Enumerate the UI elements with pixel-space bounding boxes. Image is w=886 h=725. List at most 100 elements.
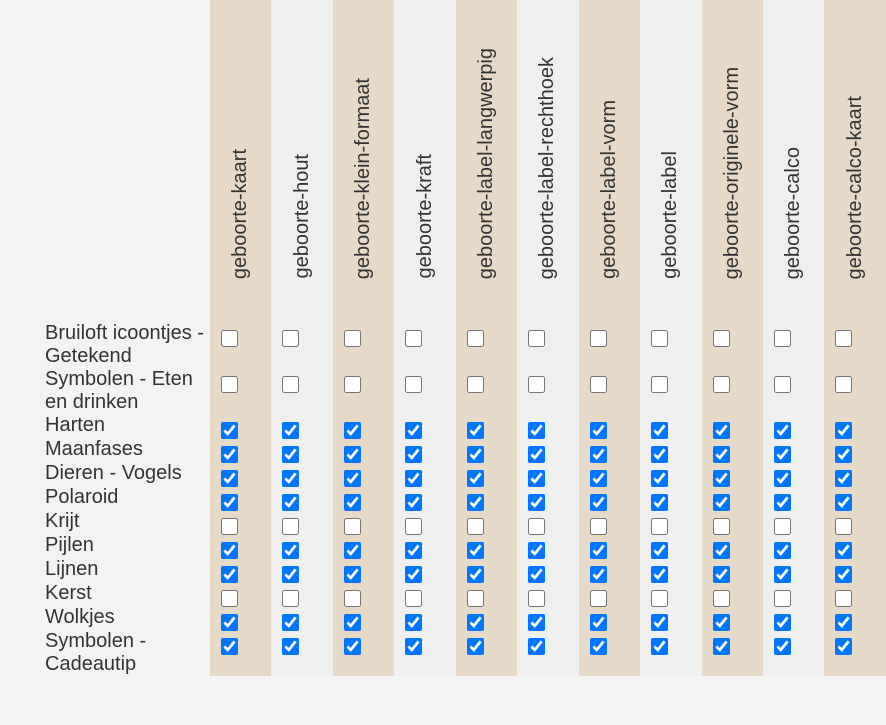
checkbox[interactable] bbox=[405, 446, 423, 463]
checkbox[interactable] bbox=[343, 446, 361, 463]
checkbox[interactable] bbox=[835, 566, 853, 583]
checkbox[interactable] bbox=[466, 494, 484, 511]
checkbox[interactable] bbox=[405, 518, 423, 535]
checkbox[interactable] bbox=[221, 494, 239, 511]
checkbox[interactable] bbox=[835, 446, 853, 463]
checkbox[interactable] bbox=[712, 542, 730, 559]
checkbox[interactable] bbox=[589, 494, 607, 511]
checkbox[interactable] bbox=[528, 446, 546, 463]
checkbox[interactable] bbox=[282, 614, 300, 631]
checkbox[interactable] bbox=[651, 422, 669, 439]
checkbox[interactable] bbox=[221, 422, 239, 439]
checkbox[interactable] bbox=[405, 566, 423, 583]
checkbox[interactable] bbox=[528, 470, 546, 487]
checkbox[interactable] bbox=[589, 566, 607, 583]
checkbox[interactable] bbox=[343, 518, 361, 535]
checkbox[interactable] bbox=[773, 614, 791, 631]
checkbox[interactable] bbox=[221, 542, 239, 559]
checkbox[interactable] bbox=[405, 542, 423, 559]
checkbox[interactable] bbox=[528, 566, 546, 583]
checkbox[interactable] bbox=[712, 590, 730, 607]
checkbox[interactable] bbox=[835, 542, 853, 559]
checkbox[interactable] bbox=[712, 470, 730, 487]
checkbox[interactable] bbox=[651, 494, 669, 511]
checkbox[interactable] bbox=[343, 494, 361, 511]
checkbox[interactable] bbox=[282, 446, 300, 463]
checkbox[interactable] bbox=[466, 614, 484, 631]
checkbox[interactable] bbox=[773, 566, 791, 583]
checkbox[interactable] bbox=[651, 614, 669, 631]
checkbox[interactable] bbox=[221, 376, 239, 393]
checkbox[interactable] bbox=[773, 494, 791, 511]
checkbox[interactable] bbox=[712, 446, 730, 463]
checkbox[interactable] bbox=[282, 376, 300, 393]
checkbox[interactable] bbox=[773, 446, 791, 463]
checkbox[interactable] bbox=[528, 422, 546, 439]
checkbox[interactable] bbox=[343, 590, 361, 607]
checkbox[interactable] bbox=[528, 638, 546, 655]
checkbox[interactable] bbox=[466, 638, 484, 655]
checkbox[interactable] bbox=[528, 590, 546, 607]
checkbox[interactable] bbox=[282, 542, 300, 559]
checkbox[interactable] bbox=[712, 330, 730, 347]
checkbox[interactable] bbox=[651, 470, 669, 487]
checkbox[interactable] bbox=[651, 330, 669, 347]
checkbox[interactable] bbox=[773, 422, 791, 439]
checkbox[interactable] bbox=[589, 422, 607, 439]
checkbox[interactable] bbox=[343, 542, 361, 559]
checkbox[interactable] bbox=[835, 614, 853, 631]
checkbox[interactable] bbox=[712, 638, 730, 655]
checkbox[interactable] bbox=[773, 518, 791, 535]
checkbox[interactable] bbox=[835, 590, 853, 607]
checkbox[interactable] bbox=[589, 542, 607, 559]
checkbox[interactable] bbox=[466, 422, 484, 439]
checkbox[interactable] bbox=[343, 614, 361, 631]
checkbox[interactable] bbox=[773, 330, 791, 347]
checkbox[interactable] bbox=[343, 470, 361, 487]
checkbox[interactable] bbox=[405, 590, 423, 607]
checkbox[interactable] bbox=[589, 590, 607, 607]
checkbox[interactable] bbox=[528, 376, 546, 393]
checkbox[interactable] bbox=[343, 330, 361, 347]
checkbox[interactable] bbox=[282, 422, 300, 439]
checkbox[interactable] bbox=[773, 470, 791, 487]
checkbox[interactable] bbox=[773, 638, 791, 655]
checkbox[interactable] bbox=[835, 470, 853, 487]
checkbox[interactable] bbox=[221, 330, 239, 347]
checkbox[interactable] bbox=[528, 542, 546, 559]
checkbox[interactable] bbox=[282, 494, 300, 511]
checkbox[interactable] bbox=[466, 376, 484, 393]
checkbox[interactable] bbox=[712, 566, 730, 583]
checkbox[interactable] bbox=[466, 518, 484, 535]
checkbox[interactable] bbox=[405, 330, 423, 347]
checkbox[interactable] bbox=[221, 470, 239, 487]
checkbox[interactable] bbox=[589, 518, 607, 535]
checkbox[interactable] bbox=[405, 494, 423, 511]
checkbox[interactable] bbox=[835, 422, 853, 439]
checkbox[interactable] bbox=[712, 376, 730, 393]
checkbox[interactable] bbox=[589, 470, 607, 487]
checkbox[interactable] bbox=[528, 494, 546, 511]
checkbox[interactable] bbox=[773, 376, 791, 393]
checkbox[interactable] bbox=[589, 638, 607, 655]
checkbox[interactable] bbox=[589, 376, 607, 393]
checkbox[interactable] bbox=[282, 330, 300, 347]
checkbox[interactable] bbox=[466, 446, 484, 463]
checkbox[interactable] bbox=[651, 542, 669, 559]
checkbox[interactable] bbox=[835, 330, 853, 347]
checkbox[interactable] bbox=[405, 638, 423, 655]
checkbox[interactable] bbox=[405, 470, 423, 487]
checkbox[interactable] bbox=[651, 376, 669, 393]
checkbox[interactable] bbox=[651, 638, 669, 655]
checkbox[interactable] bbox=[221, 590, 239, 607]
checkbox[interactable] bbox=[773, 590, 791, 607]
checkbox[interactable] bbox=[651, 590, 669, 607]
checkbox[interactable] bbox=[712, 518, 730, 535]
checkbox[interactable] bbox=[221, 518, 239, 535]
checkbox[interactable] bbox=[405, 422, 423, 439]
checkbox[interactable] bbox=[528, 614, 546, 631]
checkbox[interactable] bbox=[651, 566, 669, 583]
checkbox[interactable] bbox=[712, 422, 730, 439]
checkbox[interactable] bbox=[221, 566, 239, 583]
checkbox[interactable] bbox=[589, 446, 607, 463]
